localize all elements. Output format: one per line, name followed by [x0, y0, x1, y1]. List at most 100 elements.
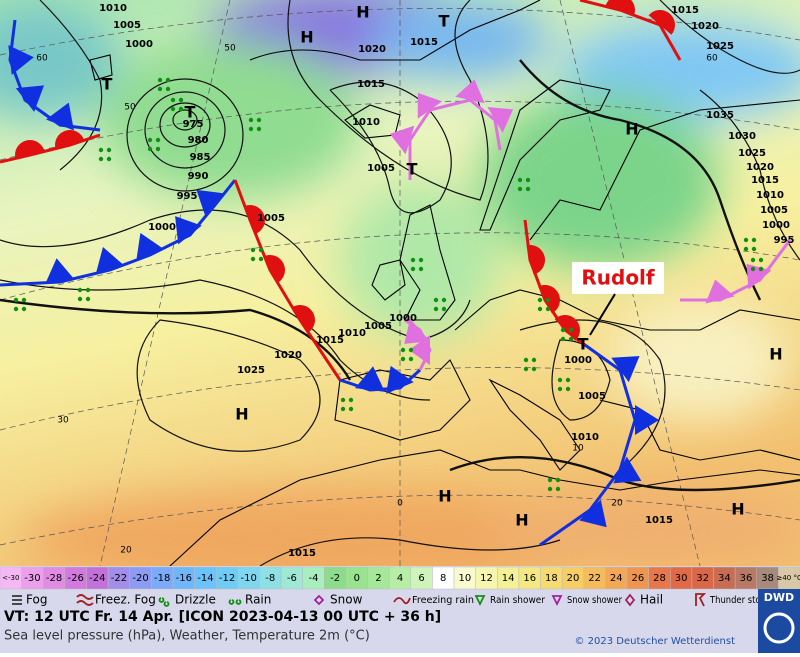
- pressure-system: H: [769, 345, 782, 364]
- rain-symbol: [758, 257, 764, 263]
- pressure-label: 1020: [274, 350, 302, 361]
- rain-symbol: [758, 266, 764, 272]
- rain-symbol: [178, 97, 184, 103]
- scale-label: 12: [480, 573, 493, 584]
- rain-symbol: [517, 186, 523, 192]
- pressure-label: 1035: [706, 110, 734, 121]
- rain-symbol: [13, 306, 19, 312]
- rain-symbol: [560, 327, 566, 333]
- legend-label: Freezing rain: [412, 595, 474, 606]
- pressure-label: 1005: [760, 205, 788, 216]
- rain-symbol: [418, 266, 424, 272]
- color-scale: <-30 -30 -28 -26 -24 -22 -20 -18 -16 -14 -12 -10 -8-…: [0, 566, 800, 590]
- pressure-label: 1025: [738, 148, 766, 159]
- pressure-label: 980: [188, 135, 209, 146]
- rain-symbol: [170, 97, 176, 103]
- scale-label: -12: [219, 573, 235, 584]
- pressure-label: 1010: [99, 3, 127, 14]
- rain-symbol: [743, 237, 749, 243]
- pressure-label: 1005: [364, 321, 392, 332]
- scale-label: 0: [354, 573, 360, 584]
- rain-symbol: [348, 397, 354, 403]
- grid-label: 20: [611, 499, 623, 509]
- grid-label: 20: [120, 546, 132, 556]
- pressure-label: 1030: [728, 131, 756, 142]
- rain-symbol: [565, 386, 571, 392]
- pressure-system: T: [439, 12, 450, 31]
- pressure-system: H: [438, 487, 451, 506]
- rain-symbol: [13, 297, 19, 303]
- scale-label: 36: [740, 573, 753, 584]
- scale-label: -18: [154, 573, 170, 584]
- scale-label: 22: [588, 573, 601, 584]
- scale-label: -26: [68, 573, 84, 584]
- pressure-system: T: [102, 75, 113, 94]
- grid-label: 50: [124, 103, 136, 113]
- rain-symbol: [178, 106, 184, 112]
- rain-symbol: [751, 246, 757, 252]
- pressure-label: 1020: [358, 44, 386, 55]
- rain-symbol: [441, 306, 447, 312]
- rain-symbol: [410, 266, 416, 272]
- scale-label: -22: [111, 573, 127, 584]
- pressure-system: H: [300, 28, 313, 47]
- legend-label: Thunder storm: [709, 595, 772, 606]
- rain-symbol: [248, 117, 254, 123]
- rain-symbol: [340, 406, 346, 412]
- rain-symbol: [258, 256, 264, 262]
- rain-symbol: [743, 246, 749, 252]
- legend-icon: [695, 593, 707, 607]
- pressure-label: 1010: [338, 328, 366, 339]
- grid-label: 30: [57, 416, 69, 426]
- scale-label: -10: [240, 573, 256, 584]
- rain-symbol: [545, 297, 551, 303]
- legend-icon: [393, 597, 411, 605]
- map-labels: 1010100510009759809859909951000100510201…: [36, 3, 794, 560]
- scale-label: 32: [696, 573, 709, 584]
- pressure-label: 1015: [316, 335, 344, 346]
- logo-swirl: [763, 612, 795, 644]
- pressure-label: 1015: [645, 515, 673, 526]
- scale-label: 10: [458, 573, 471, 584]
- scale-label: <-30: [2, 574, 19, 582]
- rain-symbol: [433, 297, 439, 303]
- scale-label: 4: [397, 573, 403, 584]
- rain-symbol: [77, 287, 83, 293]
- legend-icon: [158, 597, 170, 607]
- pressure-label: 1005: [367, 163, 395, 174]
- rain-symbol: [525, 177, 531, 183]
- pressure-label: 1025: [237, 365, 265, 376]
- rain-symbol: [256, 117, 262, 123]
- pressure-system: H: [625, 120, 638, 139]
- weather-legend: Fog Freez. Fog Drizzle Rain Snow Freezing rai…: [12, 593, 772, 607]
- rain-symbol: [258, 247, 264, 253]
- grid-label: 0: [397, 499, 403, 509]
- rain-symbol: [400, 356, 406, 362]
- legend-icon: [551, 595, 563, 607]
- pressure-label: 1005: [113, 20, 141, 31]
- pressure-label: 1010: [571, 432, 599, 443]
- rain-symbol: [557, 386, 563, 392]
- scale-label: -14: [197, 573, 213, 584]
- rain-symbol: [547, 477, 553, 483]
- rain-symbol: [568, 327, 574, 333]
- rain-symbol: [560, 336, 566, 342]
- scale-label: -28: [46, 573, 62, 584]
- legend-item: Freez. Fog: [76, 593, 156, 607]
- rain-symbol: [348, 406, 354, 412]
- grid-label: 60: [706, 54, 718, 64]
- scale-label: -24: [89, 573, 105, 584]
- annotation-box: [572, 262, 664, 294]
- legend-label: Rain shower: [490, 595, 546, 606]
- rain-symbol: [250, 247, 256, 253]
- rain-symbol: [98, 147, 104, 153]
- rain-symbol: [557, 377, 563, 383]
- rain-symbol: [157, 77, 163, 83]
- pressure-label: 1000: [125, 39, 153, 50]
- pressure-label: 990: [188, 171, 209, 182]
- pressure-label: 1000: [762, 220, 790, 231]
- pressure-label: 985: [190, 152, 211, 163]
- rain-symbol: [523, 366, 529, 372]
- pressure-label: 1015: [410, 37, 438, 48]
- legend-item: Snow: [313, 593, 363, 607]
